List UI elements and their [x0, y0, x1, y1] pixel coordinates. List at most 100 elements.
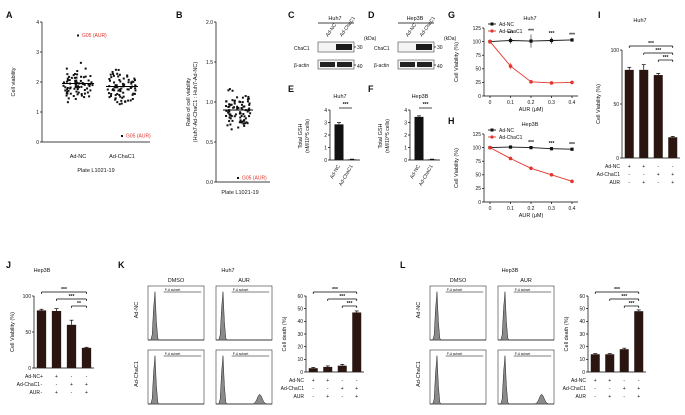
panelI-row-sign: +	[642, 164, 645, 170]
panelA-data-point	[73, 87, 76, 90]
panelK-row-label: AUR	[293, 394, 304, 400]
panelJ-row-sign: +	[55, 390, 58, 396]
panelA-data-point	[113, 81, 116, 84]
panelA-data-point	[118, 73, 121, 76]
panelK-significance: ***	[332, 287, 338, 293]
panelK-y-tick-label: 20	[297, 344, 303, 350]
panelH-x-tick-label: 0	[489, 206, 492, 212]
panelI-row-label: Ad-ChaC1	[597, 172, 621, 178]
panelA-data-point	[72, 74, 75, 77]
panelI-significance: ***	[648, 41, 654, 47]
panelB-data-point	[238, 121, 241, 124]
panelB-ylabel-2: (Huh7-Ad-ChaC1 : Huh7-Ad-NC)	[193, 62, 199, 143]
panelJ-y-tick-label: 0	[28, 366, 31, 372]
panelH-y-tick-label: 100	[473, 145, 482, 151]
panelA-data-point	[112, 73, 115, 76]
panelA-data-point	[65, 91, 68, 94]
panelA-data-point	[116, 86, 119, 89]
panelA-data-point	[134, 85, 137, 88]
panelL-significance: ***	[621, 294, 627, 300]
panelA-data-point	[87, 83, 90, 86]
panelA-data-point	[78, 86, 81, 89]
panelA-data-point	[66, 79, 69, 82]
panelA-data-point	[131, 93, 134, 96]
panelK-flow-dmso-nc-histogram	[147, 291, 204, 341]
panelB-data-point	[242, 122, 245, 125]
panelA-data-point	[127, 81, 130, 84]
panelB-data-point	[233, 106, 236, 109]
panelB-data-point	[234, 113, 237, 116]
panelA-data-point	[121, 96, 124, 99]
panelH-significance: ***	[569, 142, 575, 148]
panelF-y-tick-label: 0	[404, 158, 407, 164]
panelB-data-point	[225, 114, 228, 117]
panelK-row-sign: +	[326, 378, 329, 384]
panelG-significance: ***	[508, 31, 514, 37]
panelA-data-point	[74, 81, 77, 84]
panelA-annotation: G05 (AUR)	[126, 134, 151, 140]
panelH-marker	[488, 145, 492, 150]
panelB-data-point	[237, 106, 240, 109]
panelK-y-tick-label: 30	[297, 332, 303, 338]
panelC-blot-row-frame	[317, 59, 355, 70]
panelL-row-sign: -	[594, 394, 596, 400]
panelL-row-label: Ad-ChaC1	[416, 361, 422, 387]
panelH-y-tick-label: 25	[475, 186, 481, 192]
panelK-row-sign: -	[341, 394, 343, 400]
panelA-data-point	[127, 78, 130, 81]
panelB-data-point	[225, 100, 228, 103]
panelE-significance: ***	[343, 102, 349, 108]
panelF-ylabel: Total GSH	[378, 123, 384, 148]
panelB-data-point	[249, 112, 252, 115]
panelG-x-tick-label: 0.1	[507, 100, 514, 106]
panelB-data-point	[228, 120, 231, 123]
panelB-data-point	[228, 88, 231, 91]
panelB-data-point	[240, 114, 243, 117]
panelA-data-point	[67, 97, 70, 100]
panelF-y-tick-label: 4	[404, 108, 407, 114]
panelA-data-point	[73, 72, 76, 75]
panelA-data-point	[66, 90, 69, 93]
panelI-row-sign: -	[657, 164, 659, 170]
panelL-bar	[605, 354, 615, 372]
panelH-marker	[508, 156, 513, 161]
panelE-title: Huh7	[333, 94, 346, 100]
panelJ-row-sign: +	[55, 374, 58, 380]
panelH-marker	[549, 173, 554, 177]
panelG-x-tick-label: 0	[489, 100, 492, 106]
panelA-data-point	[132, 92, 135, 95]
panelD-kda-label: (kDa)	[444, 36, 457, 42]
panelB-data-point	[246, 110, 249, 113]
panelG-marker	[529, 80, 533, 84]
panelB-data-point	[248, 107, 251, 110]
panel-letter-G: G	[448, 10, 455, 20]
panelG-significance: ***	[528, 29, 534, 35]
panelA-data-point	[76, 70, 79, 73]
panelB-data-point	[233, 102, 236, 105]
panelA-data-point	[124, 100, 127, 103]
panelA-data-point	[113, 86, 116, 89]
panelJ-bar	[66, 324, 77, 368]
panelB-data-point	[240, 103, 243, 106]
panelA-data-point	[89, 83, 92, 86]
panelL-flow-dmso-chac1-gate-label: P-A subset	[447, 352, 463, 356]
panelJ-bar	[51, 310, 62, 368]
panelH-legend-label: Ad-NC	[499, 128, 514, 134]
panelA-data-point	[133, 79, 136, 82]
panelB-data-point	[236, 96, 239, 99]
panelB-data-point	[231, 99, 234, 102]
panel-letter-H: H	[448, 116, 455, 126]
panelA-data-point	[116, 72, 119, 75]
panelA-data-point	[134, 87, 137, 90]
panelA-data-point	[76, 73, 79, 76]
panelI-significance: ***	[655, 48, 661, 54]
panelG-marker	[488, 39, 492, 44]
panel-letter-B: B	[176, 10, 183, 20]
panelA-data-point	[114, 97, 117, 100]
panelG-y-tick-label: 100	[473, 39, 482, 45]
panelA-data-point	[66, 101, 69, 104]
panelH-y-tick-label: 0	[478, 200, 481, 206]
panelA-y-tick-label: 1	[36, 110, 39, 116]
panelK-flow-aur-nc-histogram	[215, 291, 272, 341]
panelA-data-point	[108, 96, 111, 99]
